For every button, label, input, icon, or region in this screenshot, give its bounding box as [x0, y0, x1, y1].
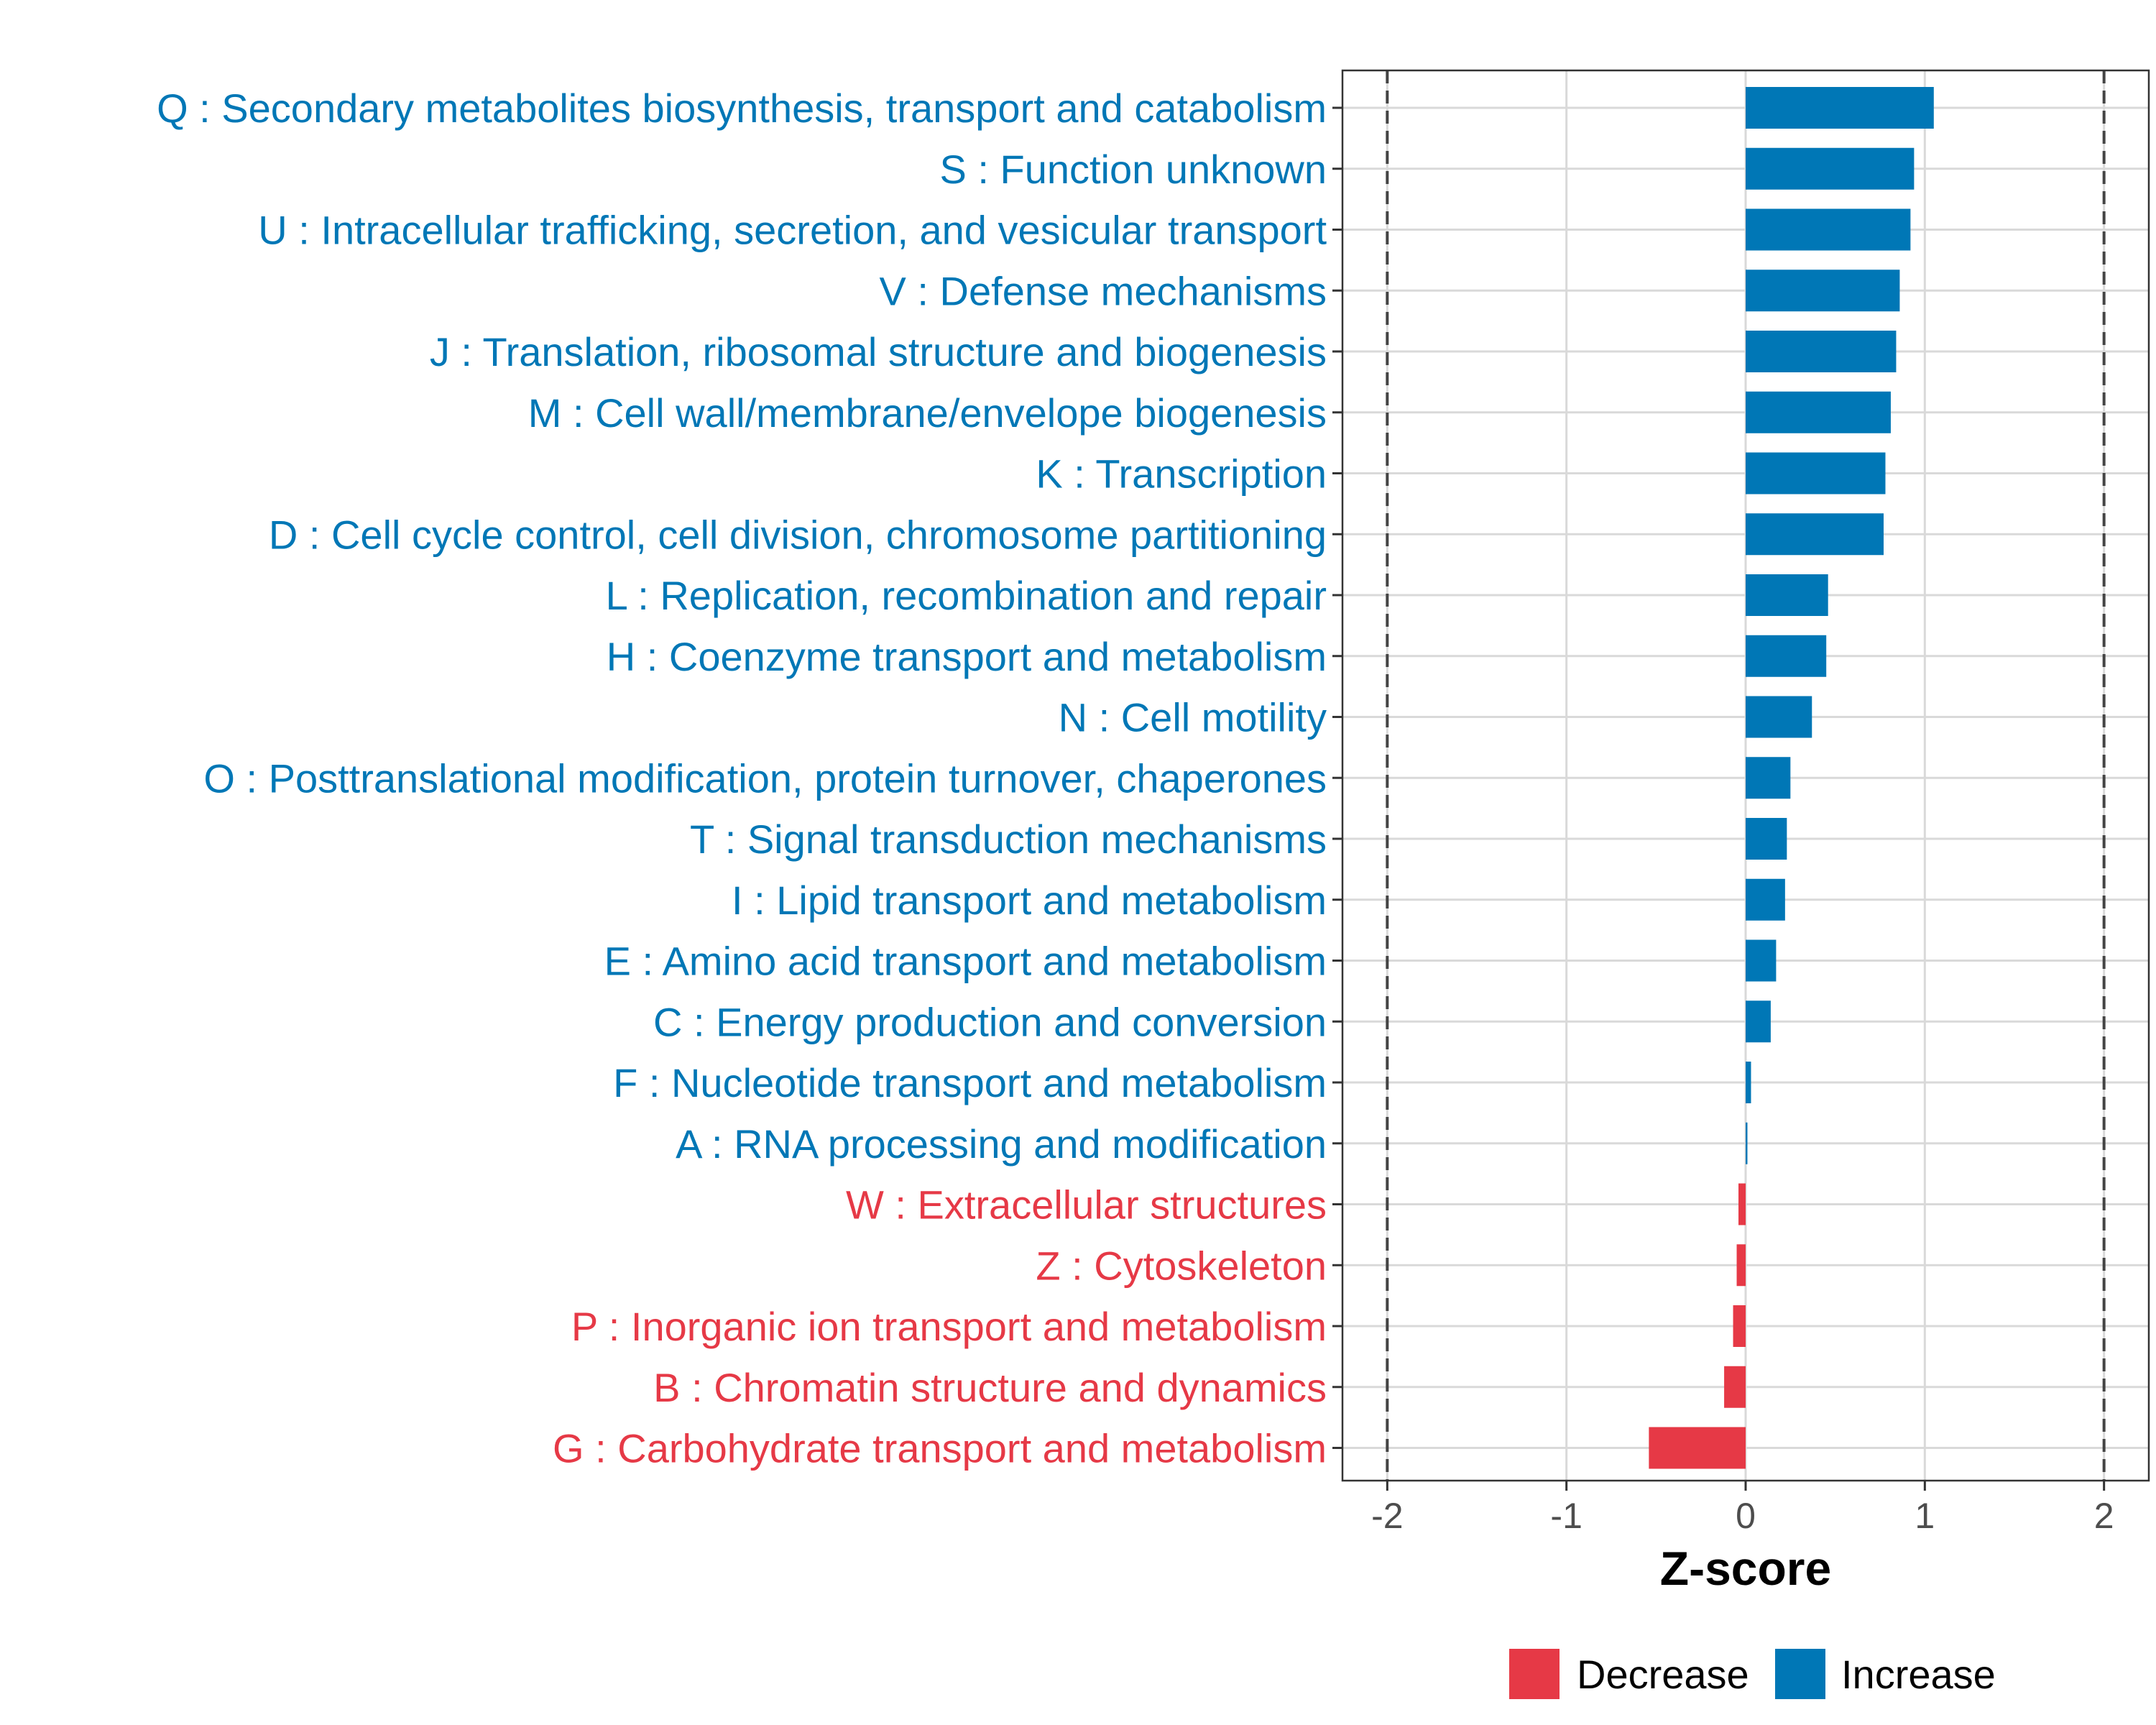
bar — [1746, 574, 1828, 616]
bar — [1736, 1244, 1746, 1287]
category-label: H : Coenzyme transport and metabolism — [607, 634, 1327, 679]
category-label: U : Intracellular trafficking, secretion… — [258, 208, 1327, 253]
category-label: J : Translation, ribosomal structure and… — [430, 329, 1327, 374]
bar — [1746, 939, 1777, 982]
category-label: P : Inorganic ion transport and metaboli… — [571, 1304, 1327, 1349]
bar — [1738, 1183, 1746, 1225]
bar — [1746, 87, 1934, 129]
legend-swatch — [1509, 1649, 1560, 1699]
category-label: N : Cell motility — [1059, 695, 1327, 740]
x-tick-label: 2 — [2094, 1496, 2114, 1536]
category-label: Q : Secondary metabolites biosynthesis, … — [157, 86, 1327, 131]
bar — [1724, 1366, 1746, 1408]
bar — [1746, 331, 1897, 372]
category-label: M : Cell wall/membrane/envelope biogenes… — [528, 390, 1327, 436]
bar — [1733, 1305, 1746, 1347]
category-label: C : Energy production and conversion — [653, 999, 1327, 1044]
bar — [1746, 757, 1791, 799]
legend-label: Decrease — [1577, 1652, 1749, 1697]
category-label: T : Signal transduction mechanisms — [690, 816, 1327, 862]
bar — [1746, 391, 1891, 433]
bar — [1746, 270, 1900, 312]
category-label: V : Defense mechanisms — [880, 268, 1327, 313]
category-label: L : Replication, recombination and repai… — [606, 573, 1327, 618]
x-axis-title: Z-score — [1660, 1542, 1831, 1595]
category-label: D : Cell cycle control, cell division, c… — [269, 512, 1327, 557]
x-tick-label: 0 — [1736, 1496, 1756, 1536]
bar — [1746, 513, 1884, 556]
category-labels: Q : Secondary metabolites biosynthesis, … — [157, 86, 1327, 1471]
x-tick-label: -1 — [1550, 1496, 1582, 1536]
legend-swatch — [1775, 1649, 1825, 1699]
category-label: F : Nucleotide transport and metabolism — [613, 1060, 1327, 1105]
bar — [1649, 1427, 1746, 1469]
category-label: Z : Cytoskeleton — [1036, 1243, 1327, 1288]
bar — [1746, 452, 1886, 494]
legend-label: Increase — [1841, 1652, 1996, 1697]
bar — [1746, 1000, 1771, 1043]
bar — [1746, 635, 1827, 677]
x-axis-ticks: -2 -1 0 1 2 — [1371, 1481, 2114, 1536]
legend: Decrease Increase — [1509, 1649, 1996, 1699]
bar — [1746, 818, 1787, 860]
category-label: O : Posttranslational modification, prot… — [203, 755, 1327, 801]
y-axis-ticks — [1332, 106, 1342, 1449]
category-label: W : Extracellular structures — [846, 1182, 1327, 1228]
category-label: A : RNA processing and modification — [676, 1121, 1327, 1167]
category-label: I : Lipid transport and metabolism — [732, 878, 1327, 923]
category-label: K : Transcription — [1036, 451, 1327, 497]
bar — [1746, 878, 1785, 921]
bar — [1746, 208, 1911, 251]
category-label: B : Chromatin structure and dynamics — [653, 1365, 1327, 1410]
reference-lines — [1386, 70, 2106, 1481]
bar — [1746, 1122, 1748, 1164]
category-label: E : Amino acid transport and metabolism — [604, 939, 1327, 984]
category-label: S : Function unknown — [939, 147, 1327, 192]
bars — [1649, 87, 1934, 1469]
bar — [1746, 147, 1915, 190]
x-tick-label: -2 — [1371, 1496, 1403, 1536]
x-tick-label: 1 — [1915, 1496, 1935, 1536]
bar — [1746, 696, 1812, 738]
category-label: G : Carbohydrate transport and metabolis… — [553, 1426, 1327, 1471]
bar — [1746, 1062, 1751, 1103]
